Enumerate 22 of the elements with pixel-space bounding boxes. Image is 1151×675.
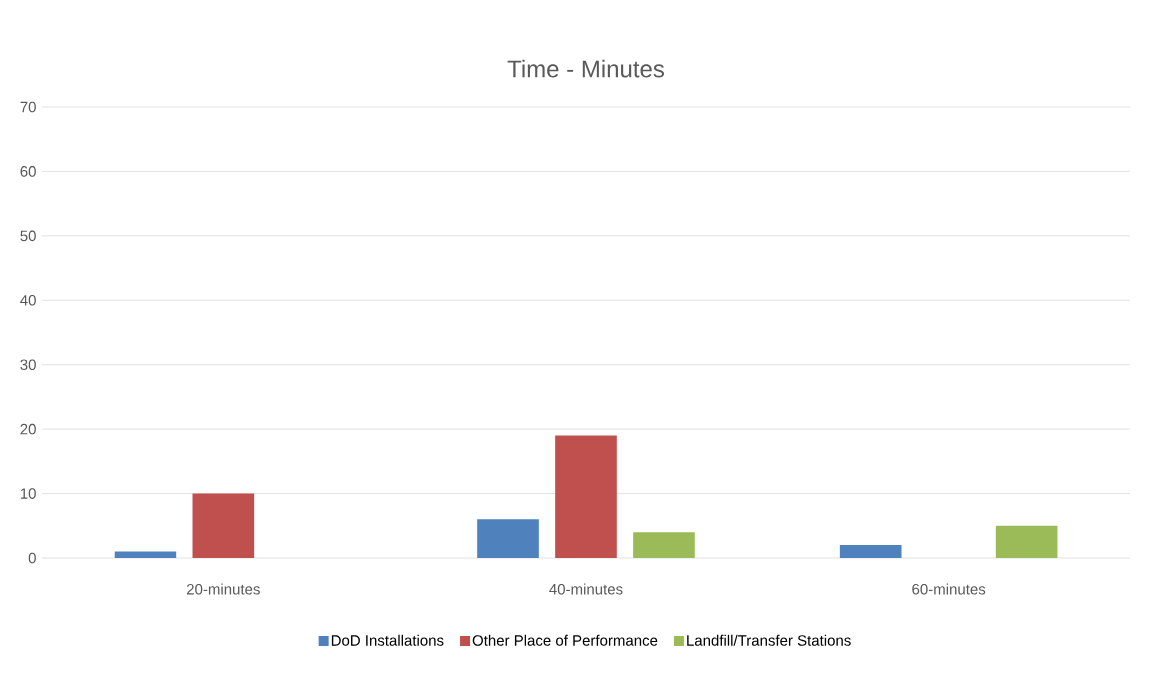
y-tick-label: 30 bbox=[20, 359, 36, 371]
legend-label: Other Place of Performance bbox=[472, 634, 658, 646]
legend-label: Landfill/Transfer Stations bbox=[687, 634, 851, 646]
y-tick-label: 0 bbox=[28, 552, 36, 564]
y-tick-label: 50 bbox=[20, 230, 36, 242]
bar bbox=[633, 532, 695, 558]
y-tick-label: 10 bbox=[20, 488, 36, 499]
bar bbox=[114, 551, 177, 558]
chart-title: Time - Minutes bbox=[507, 59, 664, 78]
y-tick-label: 20 bbox=[20, 423, 36, 435]
bar bbox=[839, 545, 902, 558]
legend-label: DoD Installations bbox=[331, 634, 444, 646]
x-tick-label: 20-minutes bbox=[186, 583, 260, 595]
y-tick-label: 70 bbox=[20, 101, 36, 113]
bar bbox=[477, 519, 539, 558]
x-tick-label: 60-minutes bbox=[912, 583, 986, 595]
y-tick-label: 40 bbox=[20, 294, 36, 306]
bar bbox=[995, 525, 1058, 558]
bar bbox=[555, 435, 617, 558]
bar bbox=[192, 493, 255, 558]
y-tick-label: 60 bbox=[20, 166, 36, 177]
x-tick-label: 40-minutes bbox=[549, 583, 623, 595]
